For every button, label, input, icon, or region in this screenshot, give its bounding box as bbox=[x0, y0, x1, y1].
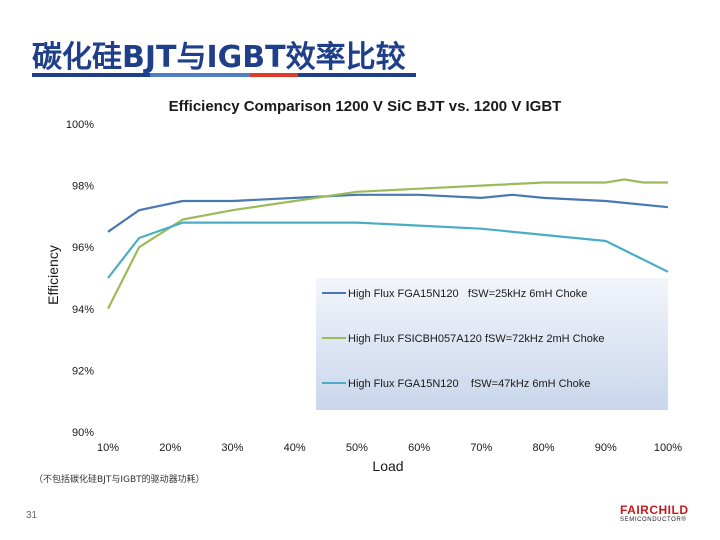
legend: High Flux FGA15N120 fSW=25kHz 6mH Choke H… bbox=[316, 278, 668, 410]
legend-label: High Flux FGA15N120 fSW=25kHz 6mH Choke bbox=[348, 288, 587, 300]
title-underline-segment bbox=[32, 73, 150, 77]
title-underline-segment bbox=[250, 73, 298, 77]
y-tick-label: 98% bbox=[72, 181, 94, 193]
series-line-1 bbox=[107, 193, 669, 233]
logo-wordmark: FAIRCHILD bbox=[620, 503, 689, 517]
x-tick-label: 40% bbox=[284, 442, 306, 454]
series-line-2 bbox=[107, 178, 668, 310]
legend-box bbox=[316, 278, 668, 410]
x-tick-label: 90% bbox=[595, 442, 617, 454]
x-tick-label: 80% bbox=[533, 442, 555, 454]
title-underline-segment bbox=[298, 73, 416, 77]
footnote: （不包括碳化硅BJT与IGBT的驱动器功耗） bbox=[34, 475, 205, 485]
x-tick-label: 50% bbox=[346, 442, 368, 454]
y-tick-label: 100% bbox=[66, 119, 94, 131]
y-tick-label: 94% bbox=[72, 304, 94, 316]
title-underline bbox=[32, 73, 416, 77]
legend-label: High Flux FGA15N120 fSW=47kHz 6mH Choke bbox=[348, 378, 590, 390]
x-tick-label: 20% bbox=[159, 442, 181, 454]
x-tick-label: 30% bbox=[221, 442, 243, 454]
y-axis-ticks: 90% 92% 94% 96% 98% 100% bbox=[66, 119, 94, 439]
x-axis-label: Load bbox=[372, 458, 403, 474]
series-line-3 bbox=[107, 221, 669, 279]
company-logo: FAIRCHILD SEMICONDUCTOR® bbox=[620, 503, 700, 523]
slide-title: 碳化硅BJT与IGBT效率比较 bbox=[32, 40, 406, 75]
x-tick-label: 100% bbox=[654, 442, 682, 454]
y-tick-label: 90% bbox=[72, 427, 94, 439]
x-tick-label: 70% bbox=[470, 442, 492, 454]
x-axis-ticks: 10% 20% 30% 40% 50% 60% 70% 80% 90% 100% bbox=[97, 442, 682, 454]
page-number: 31 bbox=[26, 510, 38, 521]
x-tick-label: 10% bbox=[97, 442, 119, 454]
y-axis-label: Efficiency bbox=[45, 245, 61, 305]
y-tick-label: 96% bbox=[72, 242, 94, 254]
legend-label: High Flux FSICBH057A120 fSW=72kHz 2mH Ch… bbox=[348, 333, 604, 345]
title-underline-segment bbox=[150, 73, 250, 77]
logo-subtitle: SEMICONDUCTOR® bbox=[620, 517, 687, 523]
plot-area bbox=[107, 178, 669, 310]
y-tick-label: 92% bbox=[72, 365, 94, 377]
x-tick-label: 60% bbox=[408, 442, 430, 454]
chart-title: Efficiency Comparison 1200 V SiC BJT vs.… bbox=[169, 98, 562, 115]
